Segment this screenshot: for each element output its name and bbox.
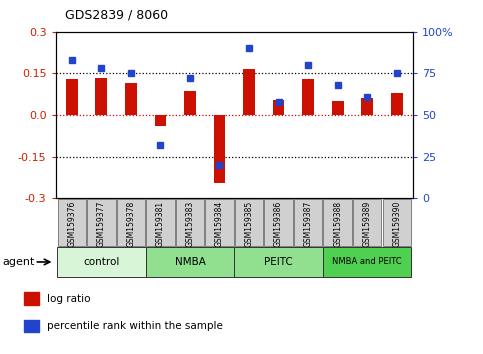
FancyBboxPatch shape: [323, 247, 412, 277]
Bar: [302, 79, 314, 115]
FancyBboxPatch shape: [205, 199, 234, 246]
FancyBboxPatch shape: [383, 199, 411, 246]
FancyBboxPatch shape: [57, 199, 86, 246]
Bar: [96, 78, 107, 115]
Text: GSM159377: GSM159377: [97, 201, 106, 247]
Bar: [243, 69, 255, 115]
FancyBboxPatch shape: [324, 199, 352, 246]
Text: GSM159387: GSM159387: [304, 201, 313, 247]
FancyBboxPatch shape: [294, 199, 322, 246]
Text: GSM159376: GSM159376: [67, 201, 76, 247]
FancyBboxPatch shape: [235, 199, 263, 246]
Bar: [24, 292, 40, 305]
Text: GSM159383: GSM159383: [185, 201, 195, 247]
Bar: [184, 91, 196, 115]
FancyBboxPatch shape: [353, 199, 382, 246]
Bar: [125, 83, 137, 115]
FancyBboxPatch shape: [57, 247, 146, 277]
Text: GSM159385: GSM159385: [244, 201, 254, 247]
Text: GSM159381: GSM159381: [156, 201, 165, 247]
Text: GSM159389: GSM159389: [363, 201, 372, 247]
Text: NMBA and PEITC: NMBA and PEITC: [332, 257, 402, 267]
Bar: [332, 101, 343, 115]
Text: GSM159386: GSM159386: [274, 201, 283, 247]
Text: percentile rank within the sample: percentile rank within the sample: [47, 321, 223, 331]
FancyBboxPatch shape: [146, 247, 234, 277]
Bar: [213, 115, 226, 183]
Text: control: control: [83, 257, 119, 267]
Bar: [273, 100, 284, 115]
Text: GDS2839 / 8060: GDS2839 / 8060: [65, 8, 169, 21]
FancyBboxPatch shape: [234, 247, 323, 277]
Bar: [361, 98, 373, 115]
FancyBboxPatch shape: [87, 199, 115, 246]
FancyBboxPatch shape: [264, 199, 293, 246]
Text: GSM159384: GSM159384: [215, 201, 224, 247]
Text: PEITC: PEITC: [264, 257, 293, 267]
FancyBboxPatch shape: [176, 199, 204, 246]
Bar: [66, 79, 78, 115]
Text: log ratio: log ratio: [47, 294, 91, 304]
Bar: [24, 320, 40, 332]
Bar: [391, 93, 403, 115]
FancyBboxPatch shape: [146, 199, 174, 246]
FancyBboxPatch shape: [117, 199, 145, 246]
Text: GSM159378: GSM159378: [127, 201, 135, 247]
Text: NMBA: NMBA: [174, 257, 205, 267]
Text: GSM159388: GSM159388: [333, 201, 342, 247]
Text: GSM159390: GSM159390: [392, 201, 401, 247]
Text: agent: agent: [3, 257, 35, 267]
Bar: [155, 115, 166, 126]
